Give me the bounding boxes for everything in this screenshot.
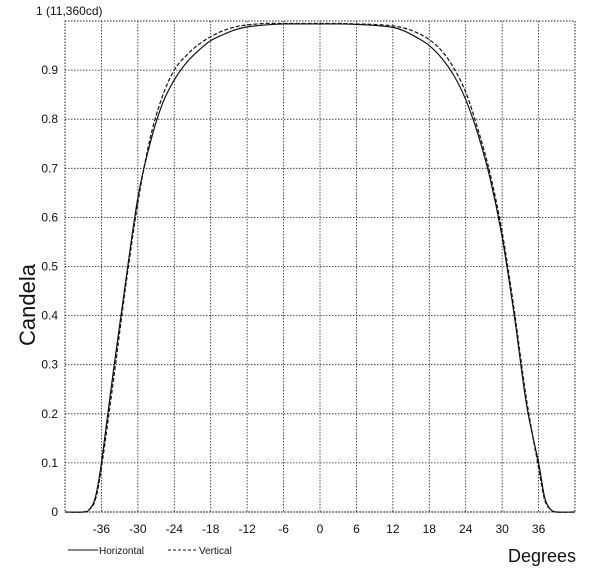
y-axis-title: Candela — [15, 263, 40, 346]
y-tick-label: 0.9 — [41, 63, 58, 77]
x-tick-label: 30 — [495, 522, 509, 536]
y-tick-label: 0.3 — [41, 358, 58, 372]
y-tick-label: 0.5 — [41, 260, 58, 274]
y-tick-label: 0.4 — [41, 309, 58, 323]
y-tick-label: 0.8 — [41, 112, 58, 126]
x-tick-label: 18 — [423, 522, 437, 536]
y-tick-label: 0.6 — [41, 210, 58, 224]
x-tick-label: -30 — [129, 522, 147, 536]
y-tick-label: 0 — [51, 505, 58, 519]
legend: Horizontal Vertical — [68, 546, 232, 557]
x-tick-label: -12 — [238, 522, 256, 536]
y-tick-label: 0.1 — [41, 456, 58, 470]
y-tick-label: 0.2 — [41, 407, 58, 421]
x-tick-label: -6 — [278, 522, 289, 536]
x-axis-title: Degrees — [508, 546, 576, 566]
legend-label-vertical: Vertical — [199, 546, 232, 557]
top-value-label: 1 (11,360cd) — [36, 4, 103, 18]
legend-label-horizontal: Horizontal — [99, 546, 144, 557]
x-tick-label: -36 — [93, 522, 111, 536]
grid — [64, 20, 576, 513]
x-tick-label: 12 — [386, 522, 400, 536]
series-line-vertical — [64, 22, 576, 513]
x-tick-label: -18 — [202, 522, 220, 536]
x-tick-label: -24 — [166, 522, 184, 536]
x-tick-label: 24 — [459, 522, 473, 536]
series-line-horizontal — [64, 23, 576, 513]
tick-labels: -36 -30 -24 -18 -12 -6 0 6 12 18 24 30 36 0 0.1 0.2 0.3 0… — [41, 63, 545, 536]
series-lines — [64, 22, 576, 513]
x-tick-label: 6 — [353, 522, 360, 536]
y-tick-label: 0.7 — [41, 161, 58, 175]
x-tick-label: 36 — [532, 522, 546, 536]
x-tick-label: 0 — [317, 522, 324, 536]
